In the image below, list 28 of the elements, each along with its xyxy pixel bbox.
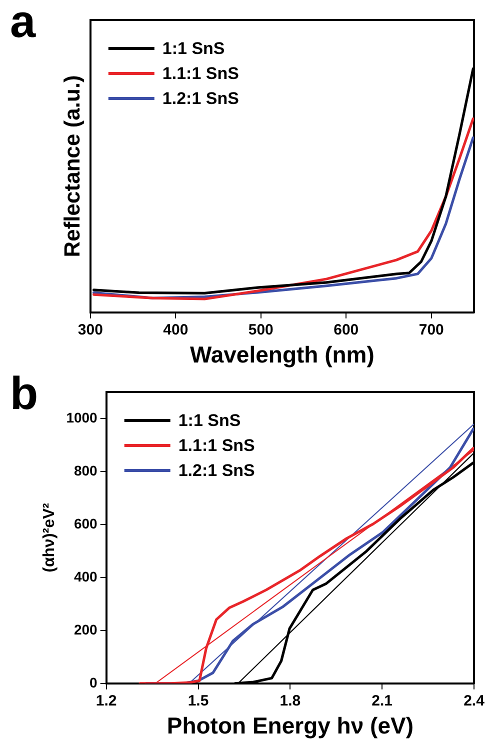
y-tick-label: 400 [74, 568, 98, 584]
chart-title: b [10, 366, 38, 420]
x-tick-label: 1.8 [280, 692, 301, 710]
x-tick-label: 1.5 [188, 692, 209, 710]
legend-label: 1:1 SnS [162, 39, 225, 58]
y-tick-label: 200 [74, 621, 98, 638]
y-tick-label: 600 [74, 515, 98, 532]
y-tick-label: 1000 [66, 409, 98, 426]
x-tick-label: 2.4 [464, 692, 486, 710]
y-axis-title: (αhν)²eV² [41, 503, 58, 572]
x-tick-label: 500 [248, 322, 274, 339]
y-tick-label: 0 [90, 674, 98, 690]
x-tick-label: 2.1 [372, 692, 393, 710]
legend-label: 1.1:1 SnS [178, 436, 255, 456]
legend-label: 1:1 SnS [178, 411, 241, 430]
legend-label: 1.2:1 SnS [178, 461, 255, 480]
x-axis-title: Photon Energy hν (eV) [166, 712, 414, 739]
x-axis-title: Wavelength (nm) [190, 342, 374, 368]
x-tick-label: 300 [78, 322, 103, 339]
x-tick-label: 400 [163, 322, 188, 339]
x-tick-label: 600 [334, 322, 359, 339]
y-tick-label: 800 [74, 462, 98, 478]
x-tick-label: 1.2 [96, 692, 117, 710]
chart-title: a [10, 0, 36, 48]
legend-label: 1.2:1 SnS [162, 89, 239, 108]
y-axis-title: Reflectance (a.u.) [59, 75, 84, 258]
x-tick-label: 700 [418, 322, 444, 339]
legend-label: 1.1:1 SnS [162, 64, 239, 84]
